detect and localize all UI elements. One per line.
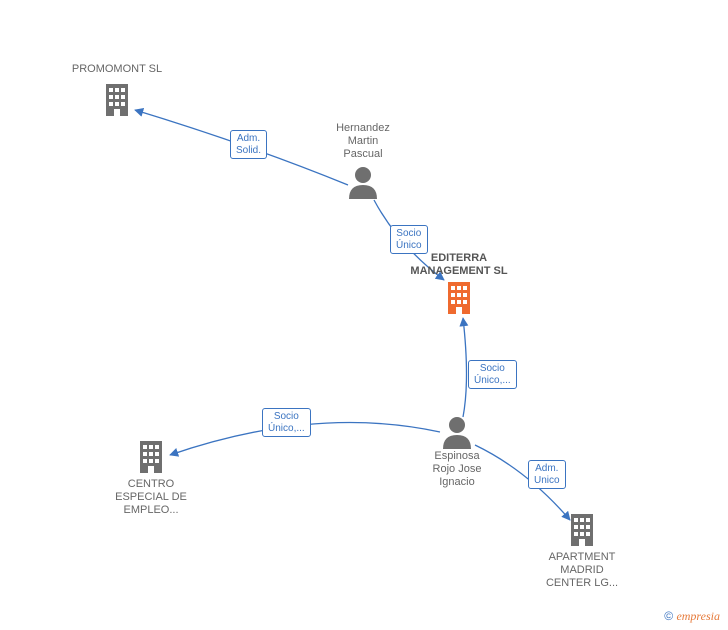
- node-label-centro: CENTRO ESPECIAL DE EMPLEO...: [96, 478, 206, 518]
- copyright-symbol: ©: [664, 609, 673, 623]
- node-label-hernandez: Hernandez Martin Pascual: [308, 122, 418, 162]
- building-icon: [102, 82, 132, 118]
- brand-text: mpresia: [682, 609, 720, 623]
- edge-label-adm-solid: Adm. Solid.: [230, 130, 267, 159]
- edge-label-adm-unico: Adm. Unico: [528, 460, 566, 489]
- node-label-apartment: APARTMENT MADRID CENTER LG...: [527, 551, 637, 591]
- node-label-promomont: PROMOMONT SL: [62, 63, 172, 76]
- edge-label-socio-unico-3: Socio Único,...: [262, 408, 311, 437]
- node-label-espinosa: Espinosa Rojo Jose Ignacio: [402, 450, 512, 490]
- node-label-editerra: EDITERRA MANAGEMENT SL: [404, 252, 514, 278]
- edge-label-socio-unico-2: Socio Único,...: [468, 360, 517, 389]
- building-icon: [567, 512, 597, 548]
- building-icon: [136, 439, 166, 475]
- person-icon: [441, 415, 473, 449]
- watermark: © empresia: [664, 609, 720, 624]
- person-icon: [347, 165, 379, 199]
- edge-label-socio-unico-1: Socio Único: [390, 225, 428, 254]
- edge-espinosa-editerra: [463, 318, 467, 417]
- building-icon: [444, 280, 474, 316]
